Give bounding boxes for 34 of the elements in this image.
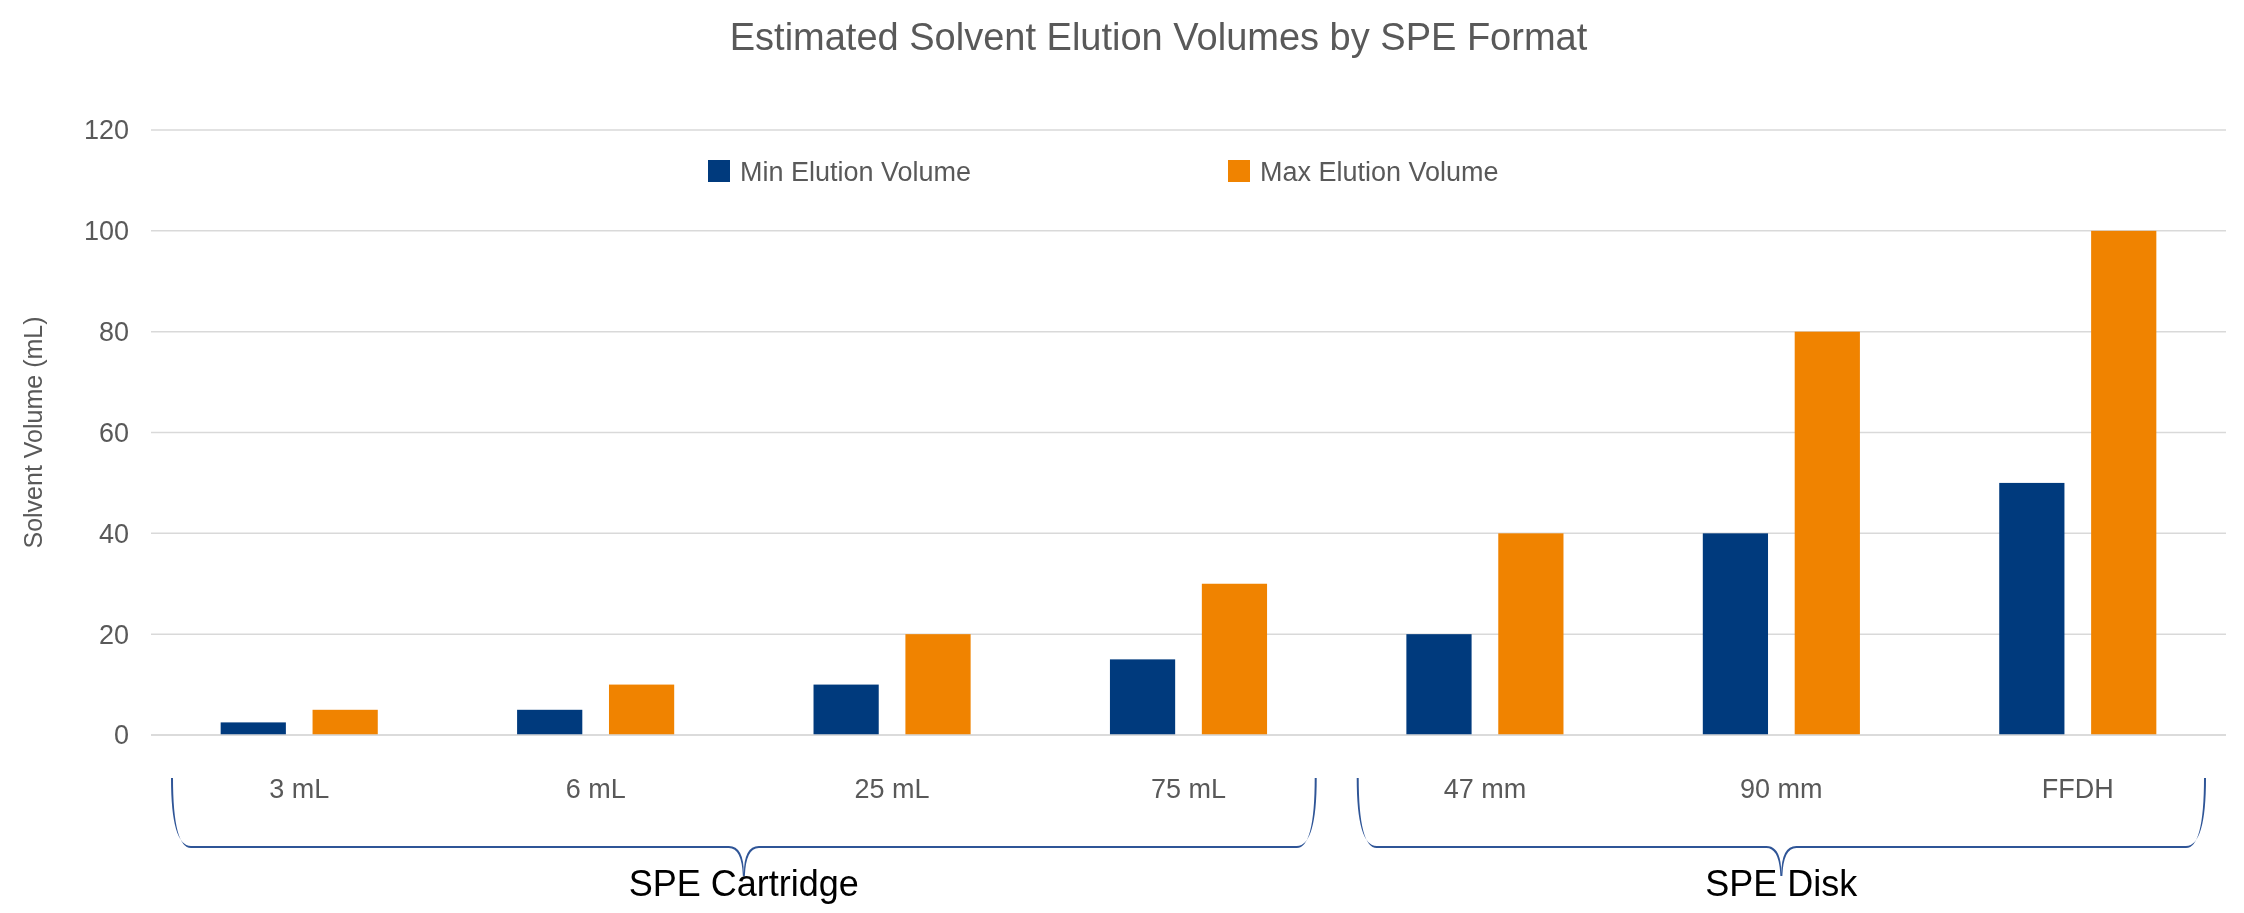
bar	[905, 634, 971, 735]
bar	[1794, 331, 1860, 735]
bar	[608, 684, 675, 735]
legend-label: Max Elution Volume	[1260, 157, 1499, 188]
bar	[517, 709, 583, 735]
bar	[1702, 533, 1769, 735]
bar	[1999, 482, 2065, 735]
x-tick-label: 47 mm	[1443, 774, 1527, 804]
x-tick-label: 75 mL	[1150, 774, 1227, 804]
bar	[1201, 583, 1268, 735]
y-tick-label: 60	[98, 417, 129, 448]
bar	[312, 709, 378, 735]
y-tick-label: 0	[113, 720, 129, 751]
y-axis-title: Solvent Volume (mL)	[19, 316, 47, 549]
x-tick-label: 25 mL	[854, 774, 930, 804]
bar	[2091, 230, 2157, 735]
bar	[220, 722, 286, 735]
y-tick-label: 80	[98, 317, 129, 348]
chart-title: Estimated Solvent Elution Volumes by SPE Format	[729, 16, 1588, 58]
legend-label: Min Elution Volume	[740, 157, 972, 188]
x-tick-label: 6 mL	[565, 774, 626, 804]
text: SPE Cartridge	[628, 863, 859, 904]
text: SPE Disk	[1705, 863, 1859, 904]
x-tick-label: 3 mL	[269, 774, 330, 804]
bar	[813, 684, 879, 735]
y-tick-label: 40	[98, 518, 129, 549]
y-tick-label: 20	[98, 619, 129, 650]
y-tick-label: 120	[83, 115, 129, 146]
y-tick-label: 100	[83, 216, 129, 247]
x-tick-label: 90 mm	[1740, 774, 1823, 804]
bar	[1109, 659, 1176, 735]
bar	[1498, 533, 1564, 735]
x-tick-label: FFDH	[2041, 774, 2114, 804]
bar	[1406, 634, 1472, 735]
